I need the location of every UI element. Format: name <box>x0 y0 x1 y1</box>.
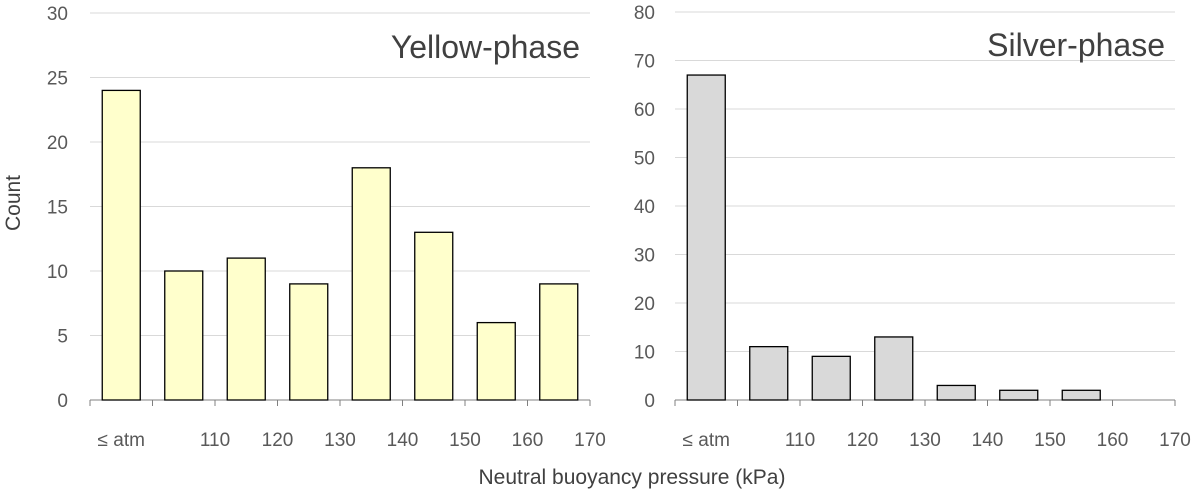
x-tick-label: 160 <box>512 430 544 451</box>
y-tick-label: 20 <box>47 133 68 154</box>
y-tick-label: 10 <box>47 262 68 283</box>
y-tick-label: 0 <box>644 391 655 412</box>
bar-5 <box>936 384 976 401</box>
y-tick-label: 5 <box>57 327 68 348</box>
x-tick-label: 140 <box>387 430 419 451</box>
bar-1 <box>101 89 141 401</box>
y-tick-label: 60 <box>634 100 655 121</box>
x-tick-label: ≤ atm <box>683 430 730 451</box>
y-axis-label: Count <box>2 175 25 231</box>
x-tick-label: 110 <box>785 430 815 451</box>
silver-phase-panel: 0 10 20 30 40 50 60 70 80 ≤ atm 110 120 130 140 150 160… <box>634 3 1191 451</box>
panel-title: Yellow-phase <box>391 29 580 65</box>
y-tick-label: 10 <box>634 343 655 364</box>
bar-8 <box>539 283 579 401</box>
bar-3 <box>811 355 851 401</box>
y-tick-label: 50 <box>634 149 655 170</box>
y-tick-label: 30 <box>634 246 655 267</box>
x-tick-label: 130 <box>324 430 356 451</box>
x-tick-label: 160 <box>1097 430 1129 451</box>
x-tick-label: 170 <box>574 430 606 451</box>
y-tick-label: 15 <box>47 198 68 219</box>
bar-7 <box>1061 389 1101 401</box>
panel-title: Silver-phase <box>987 27 1165 63</box>
y-tick-label: 20 <box>634 294 655 315</box>
x-axis-label: Neutral buoyancy pressure (kPa) <box>479 466 786 489</box>
bar-4 <box>289 283 329 401</box>
x-tick-label: 120 <box>262 430 294 451</box>
y-tick-label: 80 <box>634 3 655 24</box>
bar-3 <box>226 257 266 401</box>
x-tick-label: 170 <box>1159 430 1191 451</box>
y-tick-label: 30 <box>47 4 68 25</box>
x-tick-label: 110 <box>200 430 230 451</box>
bar-6 <box>999 389 1039 401</box>
bar-4 <box>874 336 914 401</box>
bar-5 <box>351 167 391 401</box>
bar-6 <box>414 231 454 401</box>
bar-7 <box>476 321 516 401</box>
yellow-phase-panel: 0 5 10 15 20 25 30 ≤ atm 110 120 130 140 150 160 170 Ye… <box>47 4 606 451</box>
x-tick-label: 130 <box>909 430 941 451</box>
x-tick-label: ≤ atm <box>98 430 145 451</box>
y-tick-label: 0 <box>57 391 68 412</box>
x-tick-label: 150 <box>449 430 481 451</box>
y-tick-label: 25 <box>47 69 68 90</box>
bar-1 <box>686 74 726 401</box>
x-tick-label: 120 <box>847 430 879 451</box>
y-tick-label: 70 <box>634 52 655 73</box>
y-tick-label: 40 <box>634 197 655 218</box>
bar-2 <box>749 345 789 401</box>
x-tick-label: 150 <box>1034 430 1066 451</box>
bar-2 <box>164 270 204 401</box>
x-tick-label: 140 <box>972 430 1004 451</box>
